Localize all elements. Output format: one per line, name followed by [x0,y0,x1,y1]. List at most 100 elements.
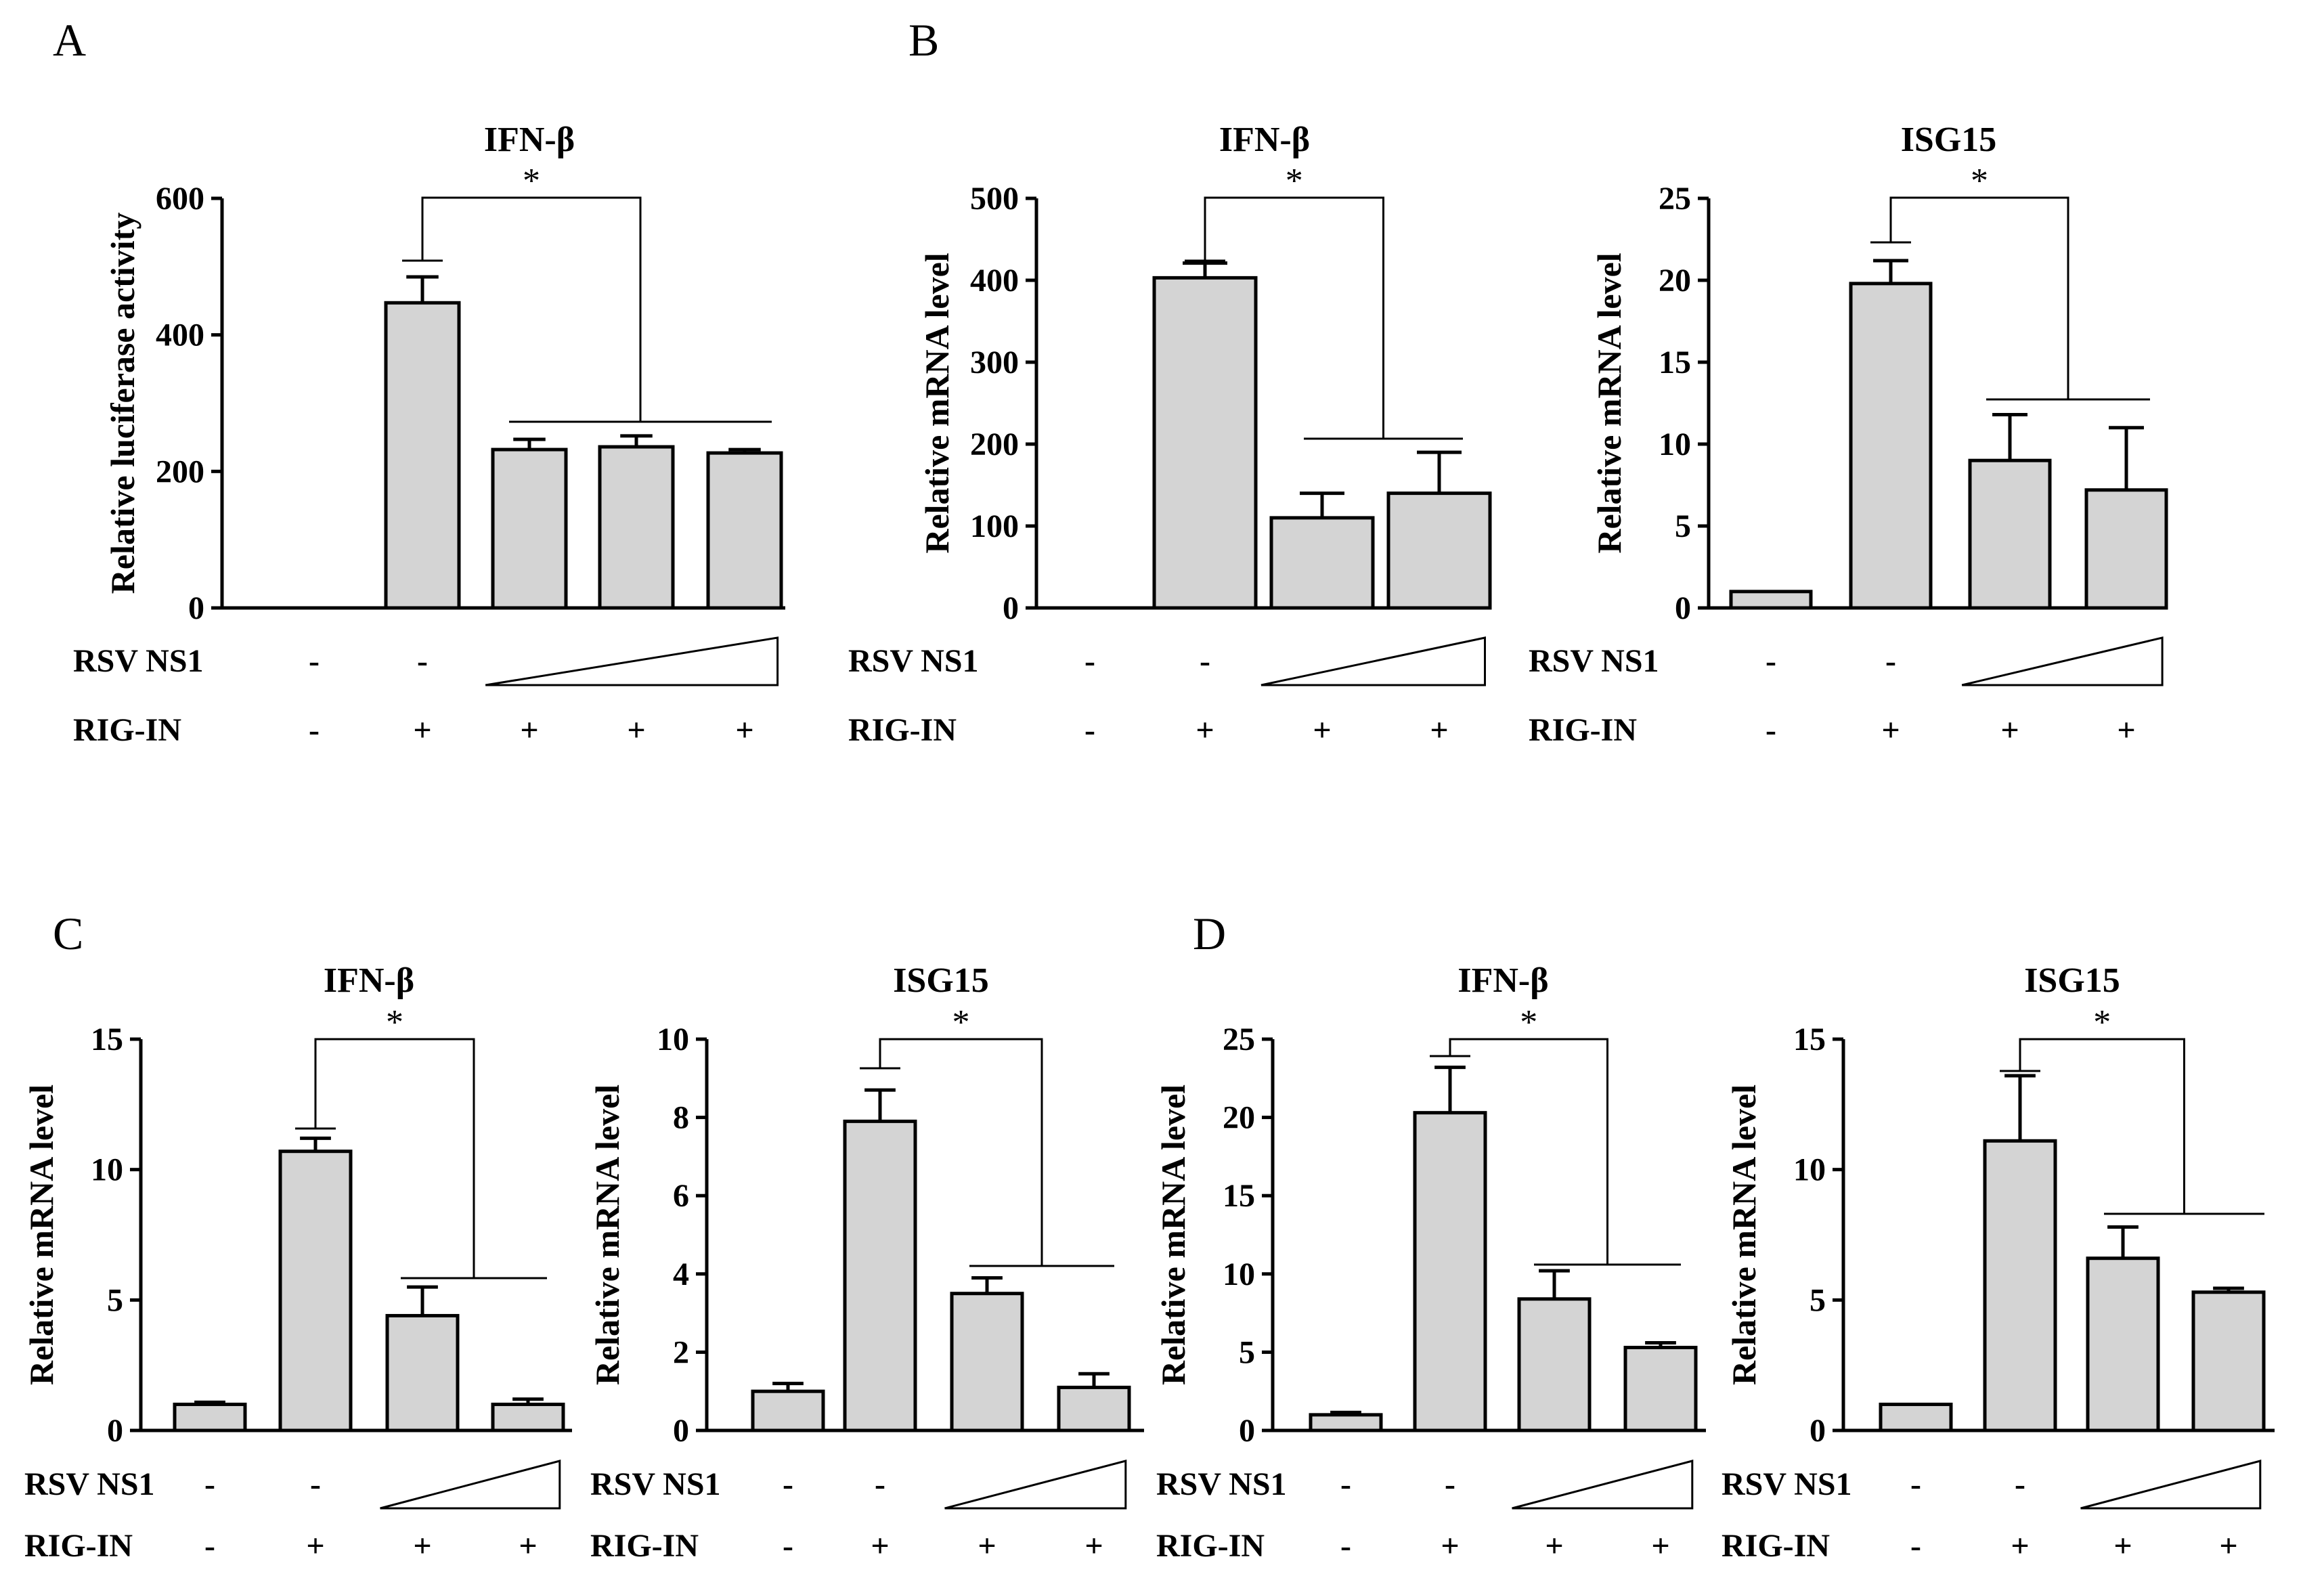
significance-bracket [402,196,772,423]
significance-bracket [860,1038,1114,1267]
y-tick-label: 10 [1793,1152,1826,1188]
condition-label-rig-in: RIG-IN [24,1528,133,1564]
panel-letter-d: D [1193,908,1226,959]
rig-in-sign: + [1084,1528,1103,1564]
chart-a-0: IFN-β Relative luciferase activity 0 200 400… [73,121,785,748]
dose-gradient-ramp [1260,636,1486,686]
error-bar [2107,1225,2139,1258]
y-tick-label: 2 [673,1334,689,1370]
error-bar [728,447,761,454]
significance-star: * [1286,162,1303,200]
y-tick-label: 400 [970,263,1019,299]
condition-label-rig-in: RIG-IN [590,1528,699,1564]
error-bar [300,1136,331,1152]
significance-bracket [1185,196,1463,440]
y-axis-label: Relative mRNA level [1154,1085,1192,1385]
chart-title: IFN-β [484,121,575,159]
y-tick-label: 25 [1659,181,1691,217]
y-tick-label: 0 [1239,1413,1255,1449]
chart-title: ISG15 [893,961,989,1000]
bar [491,447,568,610]
y-axis-label: Relative luciferase activity [104,213,141,594]
rsv-ns1-sign: - [1445,1466,1455,1502]
error-bar [1873,259,1908,284]
condition-label-rsv-ns1: RSV NS1 [1529,643,1659,679]
significance-star: * [2093,1003,2111,1042]
error-bar [1183,261,1227,278]
rsv-ns1-sign: - [1885,643,1896,679]
y-tick-label: 10 [1659,426,1691,462]
significance-bracket [1430,1038,1681,1266]
bar [1968,458,2052,610]
rig-in-sign: + [306,1528,324,1564]
error-bar [772,1382,804,1392]
bar [1879,1402,1953,1432]
rig-in-sign: + [1441,1528,1459,1564]
error-bar [864,1088,896,1122]
rig-in-sign: + [2219,1528,2237,1564]
panel-letter-a: A [53,14,86,66]
rig-in-sign: + [1430,712,1448,748]
condition-label-rig-in: RIG-IN [1156,1528,1265,1564]
y-tick-label: 300 [970,345,1019,380]
dose-gradient-ramp [485,636,779,686]
y-tick-label: 0 [188,590,204,626]
dose-gradient-ramp [380,1460,561,1510]
y-axis-label: Relative mRNA level [588,1085,626,1385]
rsv-ns1-sign: - [204,1466,215,1502]
bar [1057,1385,1131,1432]
y-tick-label: 10 [1223,1256,1255,1292]
dose-gradient-ramp [2080,1460,2262,1510]
rig-in-sign: + [735,712,753,748]
y-axis-label: Relative mRNA level [918,253,956,553]
rig-in-sign: + [871,1528,889,1564]
rig-in-sign: + [2011,1528,2029,1564]
error-bar [1330,1410,1361,1415]
error-bar [1078,1372,1110,1388]
chart-d-6: ISG15 Relative mRNA level 0 5 10 15 * RSV NS1 RI… [1722,961,2275,1564]
rig-in-sign: + [1196,712,1214,748]
bar [2086,1256,2160,1432]
y-tick-label: 15 [91,1022,123,1057]
error-bar [1539,1269,1570,1299]
y-tick-label: 0 [107,1413,123,1449]
y-tick-label: 200 [970,426,1019,462]
rig-in-sign: + [1651,1528,1669,1564]
bar [278,1150,353,1432]
rig-in-sign: - [1910,1528,1921,1564]
y-tick-label: 5 [1239,1334,1255,1370]
error-bar [2109,426,2144,490]
y-tick-label: 20 [1223,1100,1255,1136]
bar [173,1402,247,1432]
y-tick-label: 10 [657,1022,689,1057]
chart-title: ISG15 [1901,121,1997,159]
rsv-ns1-sign: - [1200,643,1210,679]
significance-star: * [1971,162,1988,200]
rsv-ns1-sign: - [2015,1466,2025,1502]
error-bar [2004,1074,2036,1141]
condition-label-rig-in: RIG-IN [848,712,957,748]
error-bar [512,1397,544,1405]
condition-label-rig-in: RIG-IN [1529,712,1637,748]
y-tick-label: 200 [156,454,204,489]
bar [385,1313,460,1432]
condition-label-rig-in: RIG-IN [73,712,181,748]
error-bar [2213,1286,2244,1292]
rsv-ns1-sign: - [783,1466,793,1502]
error-bar [1645,1341,1676,1348]
rsv-ns1-sign: - [1766,643,1776,679]
y-tick-label: 600 [156,181,204,217]
bar [1386,491,1492,610]
dose-gradient-ramp [1512,1460,1694,1510]
chart-title: IFN-β [324,961,414,1000]
significance-star: * [523,162,540,200]
rig-in-sign: + [1313,712,1331,748]
error-bar [1417,450,1462,494]
y-tick-label: 500 [970,181,1019,217]
bar [1849,282,1933,610]
rsv-ns1-sign: - [309,643,320,679]
chart-d-5: IFN-β Relative mRNA level 0 5 10 15 20 25 * RSV N… [1154,961,1706,1564]
condition-label-rsv-ns1: RSV NS1 [590,1466,721,1502]
bar [751,1389,825,1432]
